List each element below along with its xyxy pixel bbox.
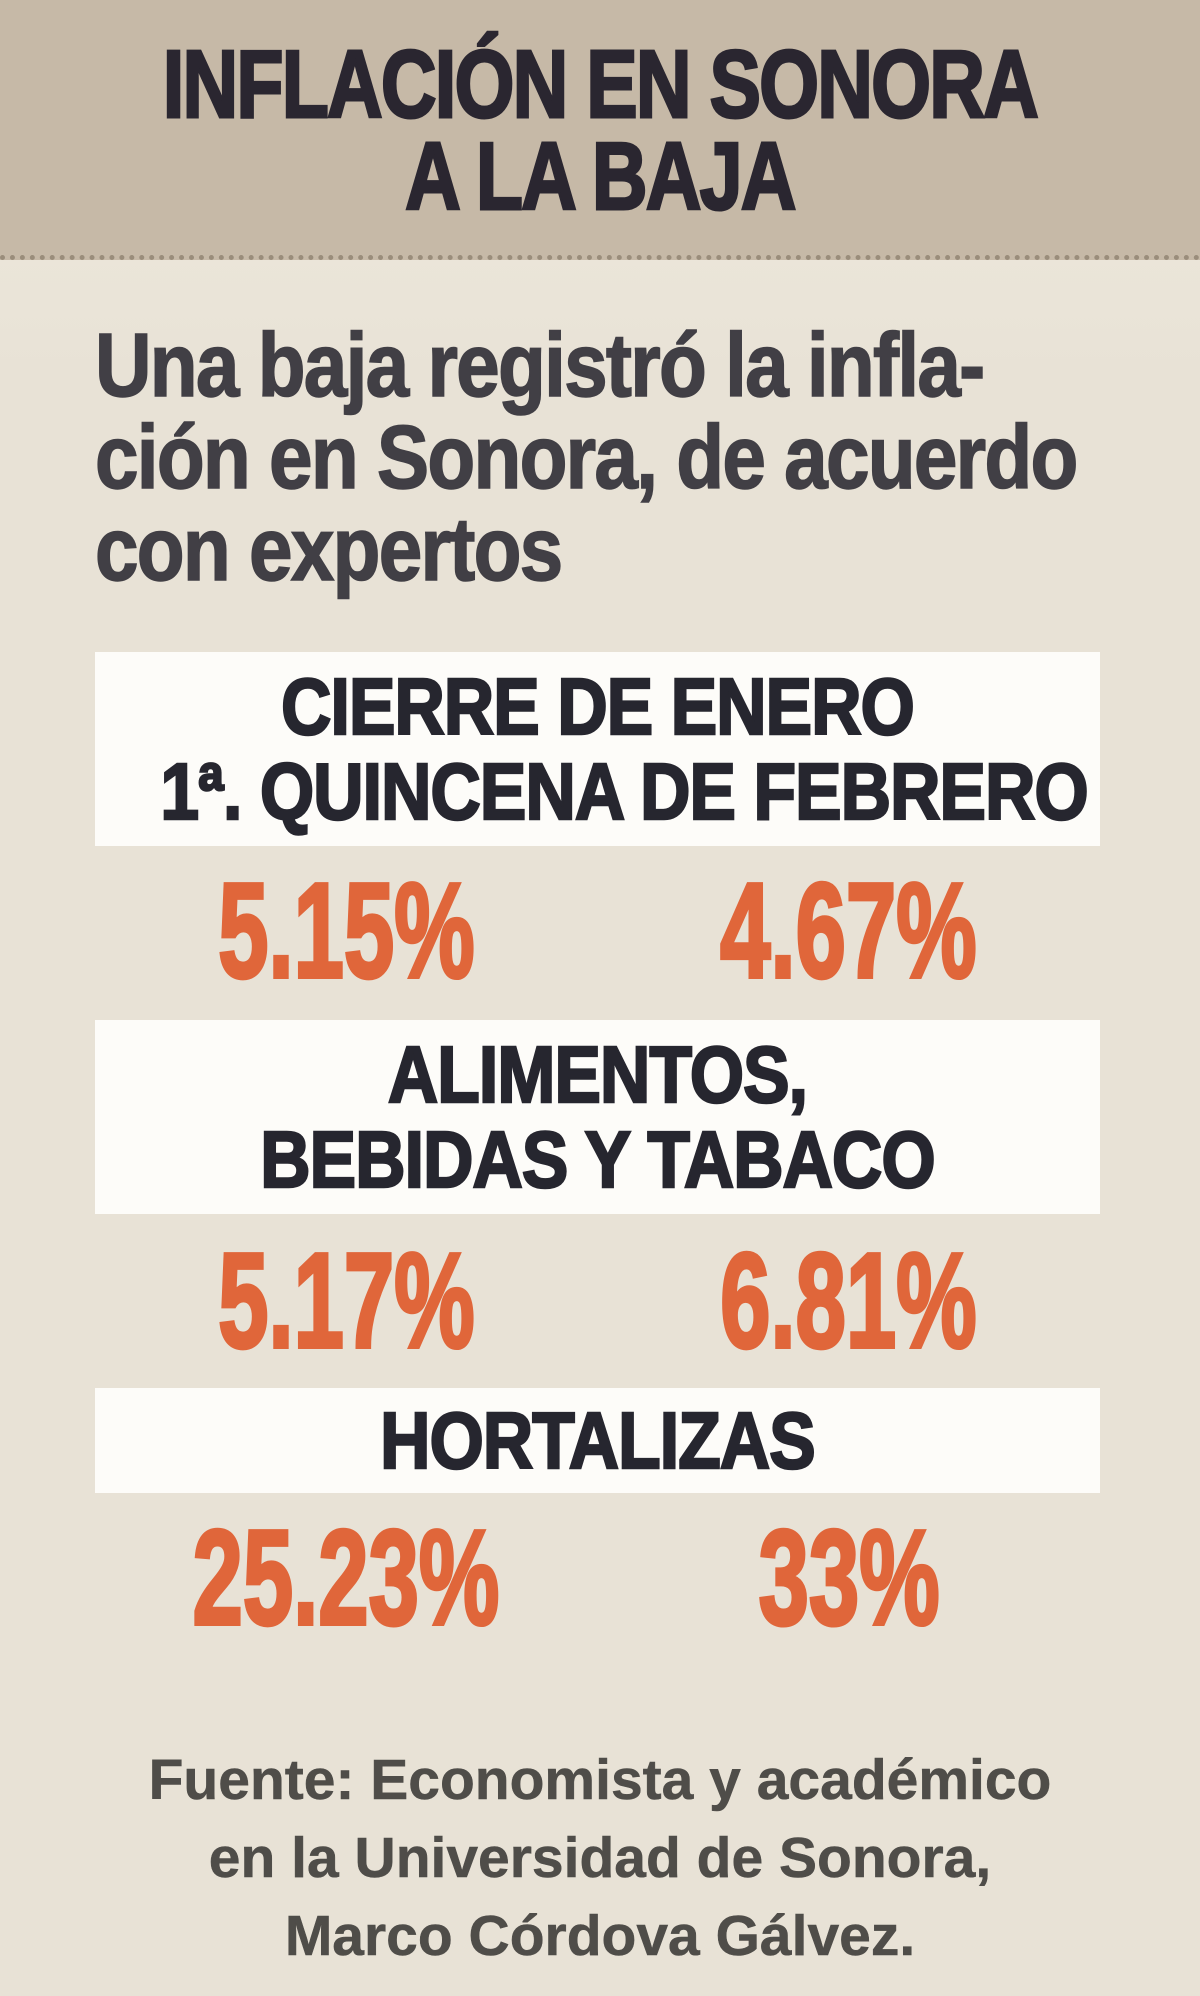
value-general-febrero: 4.67% — [719, 855, 978, 1006]
section-heading-line-2: 1ª. QUINCENA DE FEBRERO — [159, 747, 1089, 836]
intro-line-2: ción en Sonora, de acuerdo — [94, 408, 1079, 508]
value-general-enero: 5.15% — [217, 855, 476, 1006]
page-title-line-2: A LA BAJA — [404, 122, 798, 230]
source-line-2: en la Universidad de Sonora, — [208, 1826, 992, 1891]
page-title-line-1: INFLACIÓN EN SONORA — [162, 30, 1040, 138]
value-alimentos-febrero: 6.81% — [719, 1225, 978, 1376]
value-cell-right: 6.81% — [598, 1225, 1101, 1376]
source-line-3: Marco Córdova Gálvez. — [284, 1904, 916, 1969]
value-hortalizas-enero: 25.23% — [192, 1502, 501, 1653]
section-heading-line-2: BEBIDAS Y TABACO — [259, 1115, 936, 1204]
value-cell-left: 5.15% — [95, 855, 598, 1006]
header-band: INFLACIÓN EN SONORA A LA BAJA — [0, 0, 1200, 260]
section-heading-line-1: ALIMENTOS, — [387, 1030, 809, 1119]
values-row-general: 5.15% 4.67% — [95, 855, 1101, 1006]
value-hortalizas-febrero: 33% — [757, 1502, 941, 1653]
source-line-1: Fuente: Economista y académico — [148, 1748, 1052, 1813]
intro-line-1: Una baja registró la infla- — [94, 316, 986, 416]
intro-line-3: con expertos — [94, 500, 564, 600]
values-row-hortalizas: 25.23% 33% — [95, 1502, 1101, 1653]
section-heading-line-1: CIERRE DE ENERO — [280, 662, 916, 751]
value-cell-right: 33% — [598, 1502, 1101, 1653]
value-cell-right: 4.67% — [598, 855, 1101, 1006]
source-note: Fuente: Economista y académico en la Uni… — [0, 1741, 1200, 1975]
section-card-periodos: CIERRE DE ENERO 1ª. QUINCENA DE FEBRERO — [95, 652, 1100, 846]
value-cell-left: 25.23% — [95, 1502, 598, 1653]
values-row-alimentos: 5.17% 6.81% — [95, 1225, 1101, 1376]
intro-paragraph: Una baja registró la infla- ción en Sono… — [94, 316, 1160, 600]
value-alimentos-enero: 5.17% — [217, 1225, 476, 1376]
section-card-alimentos: ALIMENTOS, BEBIDAS Y TABACO — [95, 1020, 1100, 1214]
section-card-hortalizas: HORTALIZAS — [95, 1388, 1100, 1493]
section-heading-line-1: HORTALIZAS — [379, 1396, 817, 1485]
value-cell-left: 5.17% — [95, 1225, 598, 1376]
